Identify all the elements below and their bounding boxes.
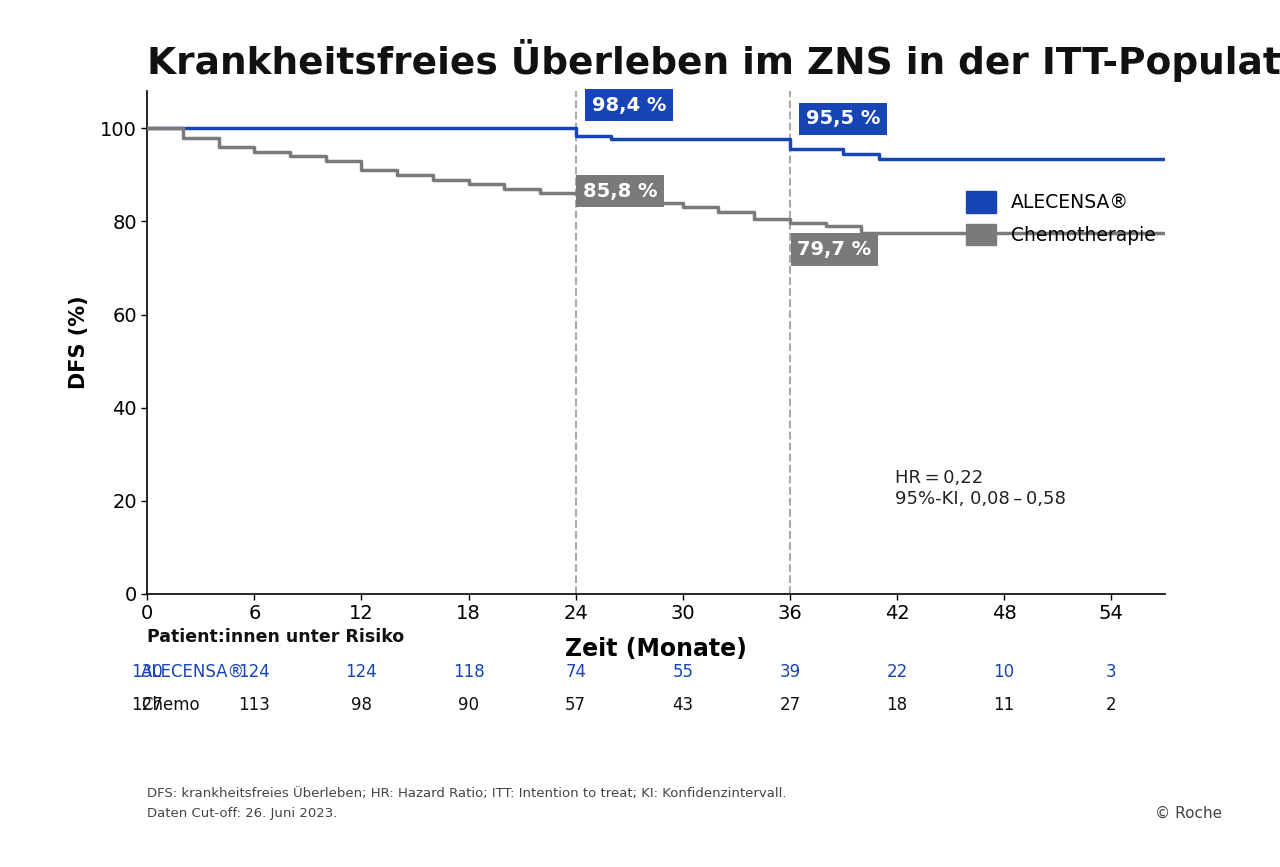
Text: 113: 113 [238,696,270,714]
Text: Krankheitsfreies Überleben im ZNS in der ITT-Population: Krankheitsfreies Überleben im ZNS in der… [147,39,1280,82]
Text: 124: 124 [238,663,270,681]
Y-axis label: DFS (%): DFS (%) [69,296,88,389]
Text: 27: 27 [780,696,800,714]
Text: 18: 18 [887,696,908,714]
Text: 79,7 %: 79,7 % [797,240,872,259]
X-axis label: Zeit (Monate): Zeit (Monate) [564,637,748,662]
Text: 85,8 %: 85,8 % [584,182,658,200]
Text: © Roche: © Roche [1156,805,1222,821]
Text: Daten Cut-off: 26. Juni 2023.: Daten Cut-off: 26. Juni 2023. [147,807,338,819]
Text: 74: 74 [566,663,586,681]
Legend: ALECENSA®, Chemotherapie: ALECENSA®, Chemotherapie [965,191,1156,245]
Text: 90: 90 [458,696,479,714]
Text: Patient:innen unter Risiko: Patient:innen unter Risiko [147,629,404,646]
Text: ALECENSA®: ALECENSA® [141,663,244,681]
Text: 127: 127 [132,696,163,714]
Text: 118: 118 [453,663,484,681]
Text: 2: 2 [1106,696,1116,714]
Text: DFS: krankheitsfreies Überleben; HR: Hazard Ratio; ITT: Intention to treat; KI: : DFS: krankheitsfreies Überleben; HR: Haz… [147,787,787,799]
Text: HR = 0,22
95%-KI, 0,08 – 0,58: HR = 0,22 95%-KI, 0,08 – 0,58 [895,469,1066,508]
Text: 98: 98 [351,696,372,714]
Text: 11: 11 [993,696,1015,714]
Text: 95,5 %: 95,5 % [806,109,881,128]
Text: 22: 22 [886,663,908,681]
Text: 57: 57 [566,696,586,714]
Text: 10: 10 [993,663,1015,681]
Text: 39: 39 [780,663,800,681]
Text: Chemo: Chemo [141,696,200,714]
Text: 3: 3 [1106,663,1116,681]
Text: 124: 124 [346,663,378,681]
Text: 43: 43 [672,696,694,714]
Text: 98,4 %: 98,4 % [593,95,667,114]
Text: 55: 55 [672,663,694,681]
Text: 130: 130 [132,663,163,681]
